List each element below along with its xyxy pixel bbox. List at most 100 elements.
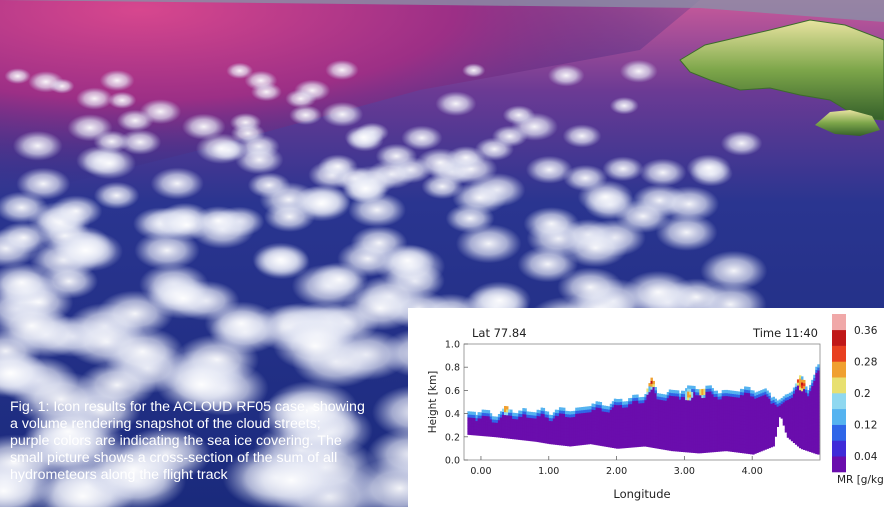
mr-cell	[762, 447, 765, 451]
mr-cell	[815, 381, 818, 385]
mr-cell	[522, 437, 525, 441]
mr-cell	[742, 415, 745, 419]
mr-cell	[705, 403, 708, 407]
mr-cell	[746, 421, 749, 425]
mr-cell	[687, 426, 690, 430]
mr-cell	[805, 412, 808, 416]
mr-cell	[711, 402, 714, 406]
mr-cell	[762, 392, 765, 396]
mr-cell	[512, 421, 515, 425]
mr-cell	[790, 397, 794, 401]
mr-cell	[772, 396, 775, 401]
cloud-puff	[99, 70, 135, 91]
mr-cell	[699, 435, 702, 439]
mr-cell	[593, 403, 596, 408]
mr-cell	[599, 422, 603, 426]
mr-cell	[758, 431, 761, 435]
mr-cell	[713, 448, 716, 453]
mr-cell	[715, 393, 718, 397]
mr-cell	[752, 428, 755, 432]
mr-cell	[550, 435, 554, 439]
mr-cell	[744, 395, 747, 399]
mr-cell	[652, 438, 655, 443]
mr-cell	[744, 392, 747, 396]
mr-cell	[520, 416, 523, 420]
mr-cell	[560, 419, 564, 423]
mr-cell	[687, 437, 690, 441]
mr-cell	[630, 418, 633, 422]
mr-cell	[530, 432, 533, 436]
mr-cell	[742, 418, 745, 422]
mr-cell	[807, 439, 810, 443]
mr-cell	[725, 407, 729, 411]
x-tick-label: 2.00	[606, 466, 627, 477]
mr-cell	[685, 405, 688, 409]
mr-cell	[658, 399, 662, 403]
mr-cell	[577, 439, 580, 443]
mr-cell	[524, 417, 527, 421]
mr-cell	[699, 432, 702, 436]
mr-cell	[801, 396, 804, 400]
mr-cell	[691, 446, 694, 450]
mr-cell	[499, 425, 503, 430]
mr-cell	[499, 414, 503, 418]
mr-cell	[680, 428, 684, 432]
mr-cell	[501, 420, 505, 424]
mr-cell	[680, 408, 684, 412]
mr-cell	[565, 434, 568, 438]
mr-cell	[707, 429, 710, 433]
mr-cell	[526, 431, 529, 436]
mr-cell	[807, 413, 810, 417]
mr-cell	[705, 394, 708, 398]
mr-cell	[624, 441, 627, 446]
mr-cell	[672, 410, 676, 414]
mr-cell	[709, 388, 712, 392]
mr-cell	[613, 430, 617, 434]
mr-cell	[493, 422, 497, 426]
mr-cell	[577, 421, 580, 426]
mr-cell	[739, 388, 743, 393]
mr-cell	[768, 398, 771, 402]
mr-cell	[642, 399, 645, 404]
cloud-puff	[452, 181, 508, 215]
mr-cell	[624, 407, 627, 411]
mr-cell	[768, 421, 771, 425]
mr-cell	[532, 435, 535, 439]
mr-cell	[792, 425, 796, 429]
mr-cell	[813, 444, 816, 448]
mr-cell	[735, 443, 739, 447]
mr-cell	[685, 393, 688, 398]
mr-cell	[601, 408, 605, 412]
mr-cell	[548, 429, 552, 433]
mr-cell	[471, 420, 474, 424]
mr-cell	[569, 425, 572, 430]
mr-cell	[626, 441, 629, 446]
mr-cell	[774, 413, 777, 417]
mr-cell	[646, 414, 649, 418]
mr-cell	[687, 414, 690, 418]
mr-cell	[548, 435, 552, 439]
mr-cell	[652, 427, 655, 431]
mr-cell	[666, 438, 670, 442]
mr-cell	[770, 435, 773, 439]
mr-cell	[585, 438, 588, 442]
mr-cell	[652, 395, 655, 399]
y-tick-label: 0.8	[445, 363, 460, 374]
mr-cell	[660, 411, 664, 415]
mr-cell	[758, 390, 761, 395]
mr-cell	[518, 433, 521, 438]
mr-cell	[760, 442, 763, 446]
mr-cell	[516, 436, 519, 440]
mr-cell	[518, 416, 521, 420]
mr-cell	[516, 433, 519, 437]
mr-cell	[477, 429, 480, 433]
mr-cell	[758, 411, 761, 415]
mr-cell	[768, 404, 771, 408]
mr-cell	[794, 409, 798, 413]
mr-cell	[479, 418, 483, 422]
mr-cell	[709, 434, 712, 438]
mr-cell	[729, 393, 733, 397]
mr-cell	[689, 423, 692, 427]
mr-cell	[514, 421, 517, 425]
cloud-puff	[204, 301, 279, 346]
